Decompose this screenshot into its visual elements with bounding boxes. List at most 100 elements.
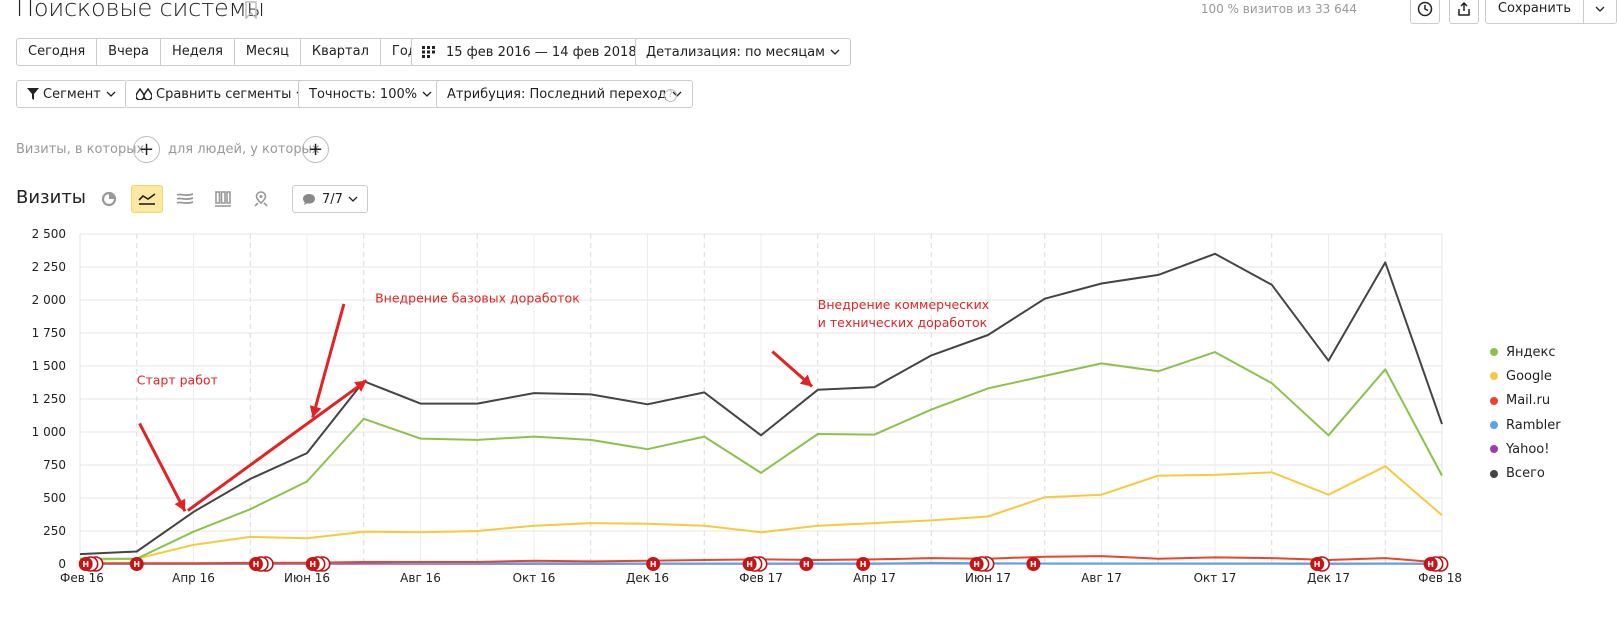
annotation-text: и технических доработок <box>818 315 988 330</box>
accuracy-label: Точность: 100% <box>309 86 418 102</box>
chart-grid <box>79 233 1443 565</box>
annotation-arrow-head <box>354 380 367 392</box>
attribution-dropdown[interactable]: Атрибуция: Последний переход <box>436 80 693 108</box>
compare-segments-dropdown[interactable]: Сравнить сегменты <box>125 80 318 108</box>
x-axis: Фев 16 Апр 16 Июн 16 Авг 16 Окт 16 Дек 16 Фев … <box>60 571 1462 585</box>
annotation-text: Старт работ <box>137 372 218 387</box>
add-visit-condition-button[interactable]: + <box>133 136 160 163</box>
note-marker-letter: Н <box>309 560 316 569</box>
x-tick-label: Дек 17 <box>1307 571 1350 585</box>
save-group: Сохранить <box>1484 0 1617 24</box>
area-chart-icon <box>176 193 194 205</box>
map-pin-icon <box>254 191 268 207</box>
accuracy-dropdown[interactable]: Точность: 100% <box>298 80 444 108</box>
period-today-button[interactable]: Сегодня <box>17 39 98 65</box>
note-marker-letter: Н <box>1030 560 1037 569</box>
date-range-label: 15 фев 2016 — 14 фев 2018 <box>446 44 637 60</box>
note-marker-letter: Н <box>973 560 980 569</box>
series-line-google <box>79 465 1443 561</box>
legend-label: Rambler <box>1506 417 1561 433</box>
x-tick-label: Окт 16 <box>513 571 556 585</box>
chevron-down-icon <box>1595 6 1605 12</box>
x-tick-label: Авг 17 <box>1081 571 1122 585</box>
map-view-button[interactable] <box>245 185 277 213</box>
y-tick-label: 250 <box>43 524 66 538</box>
note-marker-letter: Н <box>82 560 89 569</box>
history-button[interactable] <box>1410 0 1440 24</box>
segment-dropdown[interactable]: Сегмент <box>16 80 127 108</box>
annotation-arrow-head <box>309 405 322 418</box>
note-marker <box>646 557 661 571</box>
period-year-button[interactable]: Год <box>391 44 417 59</box>
note-marker-letter: Н <box>860 560 867 569</box>
chevron-down-icon <box>830 49 840 55</box>
chart-legend: Яндекс Google Mail.ru Rambler Yahoo! Все… <box>1490 340 1561 486</box>
y-tick-label: 1 500 <box>32 359 66 373</box>
legend-label: Google <box>1506 368 1552 384</box>
legend-item-yahoo[interactable]: Yahoo! <box>1490 437 1561 461</box>
chevron-down-icon <box>422 91 432 97</box>
calendar-icon <box>422 46 435 58</box>
people-condition-label: для людей, у которых <box>168 142 320 157</box>
legend-label: Всего <box>1506 466 1545 482</box>
x-tick-label: Фев 18 <box>1418 571 1462 585</box>
bar-chart-view-button[interactable] <box>207 185 239 213</box>
save-button[interactable]: Сохранить <box>1486 0 1584 23</box>
legend-label: Yahoo! <box>1506 441 1550 457</box>
pie-chart-view-button[interactable] <box>93 185 125 213</box>
legend-item-rambler[interactable]: Rambler <box>1490 413 1561 437</box>
visits-condition-label: Визиты, в которых <box>16 142 145 157</box>
note-marker <box>129 557 144 571</box>
x-tick-label: Июн 17 <box>965 571 1011 585</box>
bar-chart-icon <box>215 191 231 207</box>
legend-item-mailru[interactable]: Mail.ru <box>1490 389 1561 413</box>
legend-item-total[interactable]: Всего <box>1490 461 1561 485</box>
segment-label: Сегмент <box>43 86 101 102</box>
legend-dot <box>1490 372 1498 381</box>
detail-dropdown[interactable]: Детализация: по месяцам <box>635 38 851 66</box>
export-button[interactable] <box>1449 0 1479 24</box>
annotation-arrow-line <box>186 379 368 512</box>
y-tick-label: 750 <box>43 458 66 472</box>
legend-item-google[interactable]: Google <box>1490 364 1561 388</box>
plus-icon: + <box>307 138 324 160</box>
y-tick-label: 0 <box>58 557 66 571</box>
legend-label: Яндекс <box>1506 344 1556 360</box>
note-marker-letter: Н <box>1427 560 1434 569</box>
annotation-text: Внедрение базовых доработок <box>375 291 580 306</box>
y-tick-label: 1 750 <box>32 326 66 340</box>
area-chart-view-button[interactable] <box>169 185 201 213</box>
x-tick-label: Фев 17 <box>739 571 783 585</box>
visits-info: 100 % визитов из 33 644 <box>1200 2 1357 16</box>
x-tick-label: Апр 17 <box>853 571 896 585</box>
date-range-button[interactable]: 15 фев 2016 — 14 фев 2018 <box>411 38 648 66</box>
legend-item-yandex[interactable]: Яндекс <box>1490 340 1561 364</box>
detail-label: Детализация: по месяцам <box>646 44 825 60</box>
note-marker-letter: Н <box>746 560 753 569</box>
annotation-arrow-head <box>174 498 186 512</box>
add-people-condition-button[interactable]: + <box>302 136 329 163</box>
x-tick-label: Окт 17 <box>1194 571 1237 585</box>
period-yesterday-button[interactable]: Вчера <box>97 39 161 65</box>
plus-icon: + <box>138 138 155 160</box>
legend-dot <box>1490 445 1498 454</box>
y-tick-label: 2 500 <box>32 227 66 241</box>
note-marker <box>799 557 814 571</box>
note-marker <box>1423 557 1438 571</box>
note-marker <box>969 557 984 571</box>
note-marker <box>305 557 320 571</box>
period-quarter-button[interactable]: Квартал <box>301 39 381 65</box>
y-tick-label: 500 <box>43 491 66 505</box>
chart-annotations: Старт работ Внедрение базовых доработок Вн… <box>137 291 989 388</box>
period-month-button[interactable]: Месяц <box>235 39 301 65</box>
note-marker-letter: Н <box>650 560 657 569</box>
pie-chart-icon <box>101 191 117 207</box>
line-chart-view-button[interactable] <box>131 185 163 213</box>
help-icon[interactable]: ? <box>664 89 677 102</box>
y-tick-label: 2 000 <box>32 293 66 307</box>
notes-dropdown[interactable]: 7/7 <box>292 185 368 213</box>
save-more-button[interactable] <box>1584 0 1616 23</box>
period-week-button[interactable]: Неделя <box>161 39 235 65</box>
bookmark-icon[interactable] <box>244 1 258 19</box>
clock-icon <box>1417 1 1433 17</box>
